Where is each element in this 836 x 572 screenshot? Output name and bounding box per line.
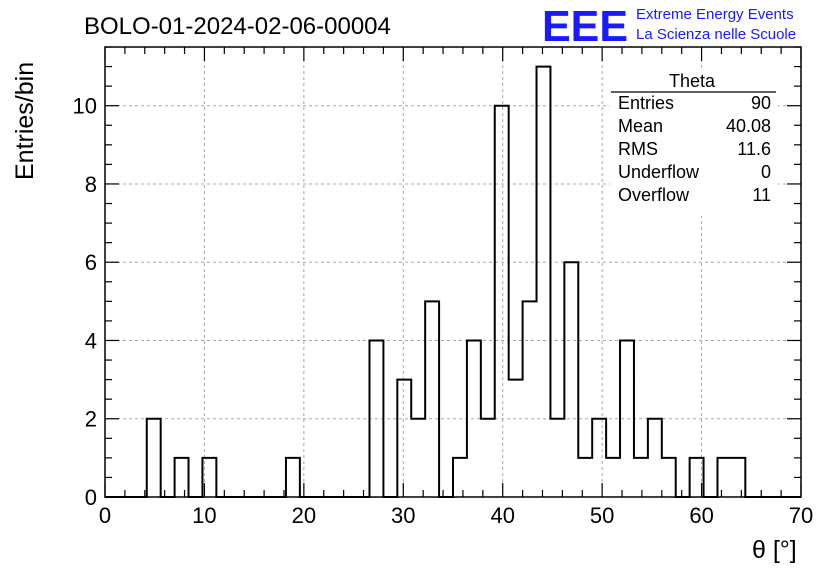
- y-tick-label: 6: [85, 250, 97, 275]
- x-tick-label: 50: [590, 503, 614, 528]
- histogram-bin: [411, 419, 425, 497]
- stats-value: 11: [752, 185, 771, 205]
- stats-label: Entries: [618, 93, 674, 113]
- histogram-bin: [286, 458, 300, 497]
- stats-value: 90: [751, 93, 771, 113]
- histogram-bin: [717, 458, 731, 497]
- x-axis-label: θ [°]: [752, 536, 797, 564]
- histogram-bin: [606, 458, 620, 497]
- run-title: BOLO-01-2024-02-06-00004: [84, 13, 391, 40]
- histogram-bin: [481, 419, 495, 497]
- histogram-bin: [550, 419, 564, 497]
- histogram-bin: [147, 419, 161, 497]
- stats-value: 0: [761, 162, 771, 182]
- histogram-bin: [509, 380, 523, 497]
- x-tick-label: 10: [192, 503, 216, 528]
- histogram-bin: [592, 419, 606, 497]
- stats-value: 11.6: [737, 139, 771, 159]
- histogram-bin: [634, 458, 648, 497]
- histogram-bin: [648, 419, 662, 497]
- stats-title: Theta: [669, 71, 716, 91]
- x-tick-label: 70: [789, 503, 813, 528]
- histogram-bin: [523, 301, 537, 497]
- eee-logo-line1: Extreme Energy Events: [636, 6, 794, 23]
- stats-rows: Entries 90 Mean 40.08 RMS 11.6 Underflow 0 Overf…: [618, 93, 771, 205]
- plot-frame: [104, 46, 802, 498]
- histogram-bin: [397, 380, 411, 497]
- histogram-bin: [578, 458, 592, 497]
- stats-label: RMS: [618, 139, 658, 159]
- y-tick-label: 2: [85, 407, 97, 432]
- y-tick-label: 4: [85, 328, 97, 353]
- stats-label: Mean: [618, 116, 663, 136]
- stats-box: Theta Entries 90 Mean 40.08 RMS 11.6 Underflow…: [610, 70, 778, 216]
- stats-value: 40.08: [726, 116, 771, 136]
- y-axis-label: Entries/bin: [11, 62, 39, 180]
- histogram-bin: [564, 262, 578, 497]
- eee-logo-line2: La Scienza nelle Scuole: [636, 26, 796, 43]
- histogram-bin: [453, 458, 467, 497]
- histogram-bin: [662, 458, 676, 497]
- x-tick-label: 20: [292, 503, 316, 528]
- axes: 0 10 20 30 40 50 60 70 0 2 4 6 8 10: [73, 46, 813, 528]
- x-tick-label: 60: [689, 503, 713, 528]
- histogram-bin: [175, 458, 189, 497]
- stats-label: Underflow: [618, 162, 700, 182]
- histogram-bin: [731, 458, 745, 497]
- histogram-bin: [537, 67, 551, 497]
- stats-box-bg: [610, 70, 778, 216]
- histogram-bin: [425, 301, 439, 497]
- y-tick-label: 10: [73, 94, 97, 119]
- eee-logo: EEE: [542, 2, 628, 51]
- x-tick-label: 40: [490, 503, 514, 528]
- y-tick-label: 0: [85, 485, 97, 510]
- x-tick-label: 0: [99, 503, 111, 528]
- x-tick-label: 30: [391, 503, 415, 528]
- histogram-bin: [495, 106, 509, 497]
- stats-label: Overflow: [618, 185, 690, 205]
- y-tick-label: 8: [85, 172, 97, 197]
